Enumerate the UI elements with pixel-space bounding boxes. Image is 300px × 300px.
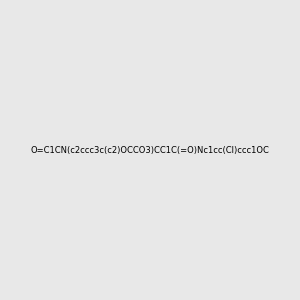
- Text: O=C1CN(c2ccc3c(c2)OCCO3)CC1C(=O)Nc1cc(Cl)ccc1OC: O=C1CN(c2ccc3c(c2)OCCO3)CC1C(=O)Nc1cc(Cl…: [31, 146, 269, 154]
